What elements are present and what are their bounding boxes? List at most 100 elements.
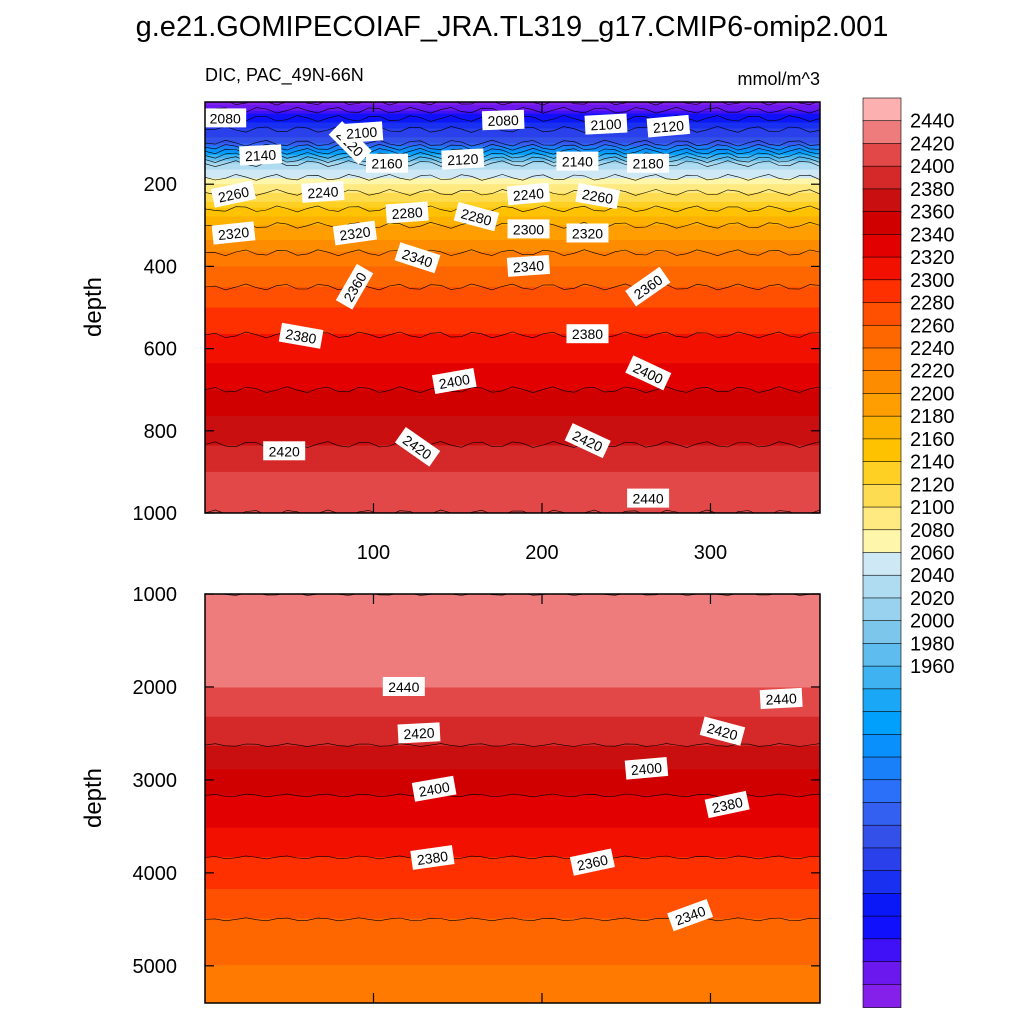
contour-label-background [328,121,372,165]
contour-fill-band [205,894,820,899]
contour-line [205,855,820,860]
contour-label-background [335,263,374,310]
contour-fill-band [205,827,820,832]
y-tick-label: 200 [144,174,177,196]
contour-label-background [340,121,384,144]
contour-label: 2080 [481,109,525,131]
contour-fill-band [205,336,820,341]
contour-fill-band [205,424,820,429]
contour-label-background [211,221,256,245]
contour-fill-band [205,213,820,218]
colorbar-bin [862,211,902,236]
contour-fill-band [205,489,820,494]
contour-label: 2440 [759,687,803,710]
contour-fill-band [205,611,820,616]
contour-label: 2140 [556,151,599,171]
contour-label-text: 2380 [416,848,449,868]
contour-label: 2380 [566,324,609,344]
contour-label-text: 2320 [217,224,250,243]
contour-fill-band [205,363,820,368]
colorbar-label: 2360 [910,202,955,224]
contour-fill-band [205,295,820,300]
contour-line [205,441,820,448]
contour-label-background [704,790,750,819]
contour-fill-band [205,480,820,485]
contour-fill-band [205,944,820,949]
contour-fill-band [205,322,820,326]
contour-fill-band [205,342,820,347]
colorbar-bin [862,484,902,508]
contour-fill-band [205,830,820,835]
contour-fill-band [205,275,820,279]
contour-fill-band [205,740,820,744]
contour-fill-band [205,859,820,864]
contour-fill-band [205,722,820,727]
contour-fill-band [205,851,820,855]
contour-fill-band [205,804,820,809]
contour-fill-band [205,661,820,665]
contour-fill-band [205,430,820,435]
contour-fill-band [205,754,820,759]
contour-label-background [699,716,746,746]
contour-fill-band [205,728,820,733]
lower-y-ticks: 1000 2000 3000 4000 5000 [133,584,820,978]
colorbar-bin [862,893,902,918]
contour-fill-band [205,386,820,391]
contour-label-text: 2240 [512,185,545,204]
contour-fill-band [205,915,820,920]
contour-fill-band [205,289,820,294]
contour-label-background [667,899,714,932]
contour-label-background [759,687,803,710]
contour-fill-band [205,510,820,513]
contour-label-text: 2140 [562,154,593,170]
contour-label-background [382,677,425,696]
colorbar-bin [862,302,902,327]
contour-fill-band [205,664,820,668]
contour-fill-band [205,495,820,500]
colorbar-bin [862,824,902,849]
contour-fill-band [205,251,820,256]
colorbar-label: 2140 [910,452,955,474]
contour-fill-band [205,900,820,905]
contour-label: 2240 [506,182,551,206]
contour-fill-band [205,301,820,306]
contour-label-background [481,109,525,131]
contour-fill-band [205,507,820,511]
contour-fill-band [205,810,820,814]
contour-fill-band [205,775,820,779]
contour-fill-band [205,631,820,636]
contour-fill-band [205,637,820,642]
contour-label: 2340 [506,254,551,277]
contour-fill-band [205,903,820,908]
contour-fill-band [205,419,820,423]
contour-label-text: 2280 [459,205,493,229]
contour-label: 2400 [431,368,477,395]
contour-fill-band [205,783,820,788]
contour-fill-band [205,380,820,385]
contour-fill-band [205,839,820,844]
colorbar-bin [862,370,902,395]
contour-fill-band [205,848,820,852]
colorbar-label: 2180 [910,406,955,428]
colorbar-bin [862,870,902,895]
contour-line [205,139,820,147]
contour-label-background [397,722,441,744]
contour-fill-band [205,640,820,645]
contour-label-text: 2380 [284,326,318,347]
contour-label-background [584,113,628,135]
contour-fill-band [205,172,820,177]
contour-fill-band [205,982,820,987]
contour-fill-band [205,416,820,420]
colorbar-label: 2100 [910,497,955,519]
contour-fill-band [205,175,820,180]
contour-fill-band [205,242,820,247]
colorbar-label: 2020 [910,588,955,610]
contour-fill-band [205,816,820,820]
contour-label-background [263,441,306,461]
contour-fill-band [205,471,820,476]
colorbar-bin [862,802,902,827]
contour-fill-band [205,239,820,244]
colorbar-bin [862,983,902,1008]
